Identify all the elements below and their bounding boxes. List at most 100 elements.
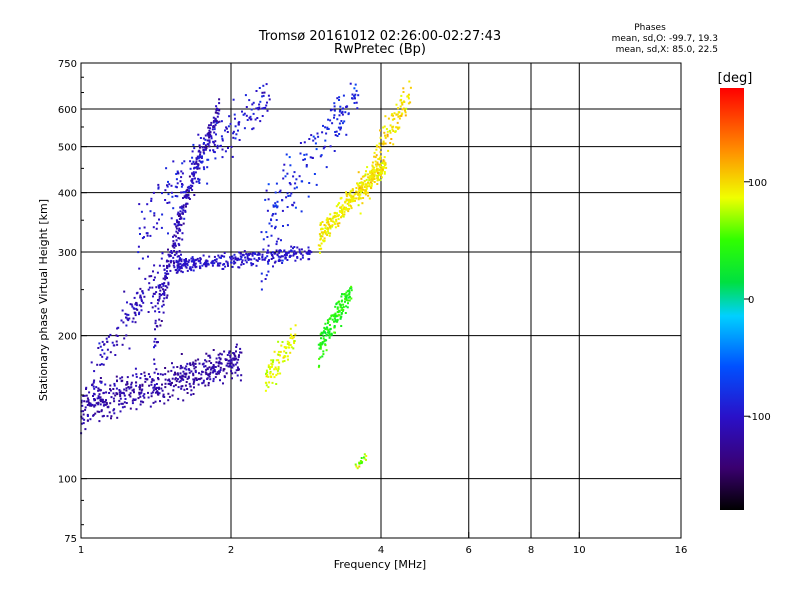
data-point (168, 263, 171, 266)
data-point (321, 231, 323, 234)
data-point (156, 222, 159, 225)
data-point (398, 117, 401, 120)
data-point (259, 120, 262, 123)
data-point (204, 359, 207, 362)
data-point (125, 324, 128, 327)
data-point (256, 117, 259, 119)
data-point (267, 94, 270, 97)
data-point (321, 232, 324, 235)
data-point (226, 131, 229, 133)
data-point (173, 262, 175, 264)
data-point (199, 258, 202, 261)
data-point (355, 465, 358, 468)
data-point (344, 111, 347, 114)
data-point (140, 373, 143, 375)
data-point (195, 160, 198, 163)
data-point (164, 272, 167, 275)
data-point (166, 185, 169, 188)
data-point (318, 233, 321, 236)
data-point (220, 362, 223, 365)
data-point (334, 131, 337, 133)
data-point (395, 126, 398, 129)
data-point (167, 180, 169, 183)
data-point (317, 135, 320, 138)
data-point (176, 372, 179, 375)
data-point (135, 373, 138, 376)
data-point (272, 373, 274, 376)
data-point (207, 132, 210, 135)
data-point (270, 252, 273, 255)
data-point (219, 352, 222, 355)
data-point (184, 262, 187, 265)
data-point (175, 235, 177, 238)
data-point (161, 292, 164, 295)
data-point (174, 378, 177, 381)
data-point (177, 397, 180, 400)
data-point (181, 183, 184, 186)
data-point (133, 311, 136, 314)
data-point (99, 363, 102, 366)
data-point (381, 162, 384, 165)
data-point (397, 115, 400, 118)
data-point (326, 226, 329, 229)
data-point (338, 114, 341, 117)
data-point (183, 388, 186, 391)
data-point (271, 251, 274, 254)
data-point (223, 255, 226, 258)
data-point (166, 270, 168, 273)
data-point (346, 306, 349, 309)
data-point (174, 377, 177, 380)
data-point (375, 165, 378, 168)
data-point (338, 222, 341, 225)
data-point (288, 250, 291, 253)
data-point (206, 182, 209, 185)
data-point (266, 209, 269, 212)
data-point (294, 259, 297, 262)
data-point (344, 312, 347, 314)
data-point (179, 180, 182, 183)
data-point (272, 257, 275, 259)
data-point (327, 320, 330, 323)
data-point (188, 175, 191, 178)
data-point (176, 266, 179, 269)
data-point (183, 258, 186, 261)
data-point (175, 259, 178, 262)
data-point (177, 373, 180, 376)
data-point (186, 388, 189, 390)
data-point (339, 127, 342, 130)
data-point (163, 282, 166, 285)
data-point (181, 238, 184, 241)
data-point (385, 128, 388, 130)
data-point (124, 312, 127, 315)
data-point (239, 258, 242, 261)
data-point (220, 135, 223, 138)
data-point (277, 359, 280, 362)
data-point (339, 306, 342, 309)
data-point (184, 210, 187, 213)
data-point (215, 357, 218, 360)
data-point (401, 112, 404, 115)
data-point (327, 118, 330, 121)
data-point (256, 107, 259, 110)
data-point (161, 213, 164, 216)
data-point (341, 293, 343, 296)
data-point (217, 365, 220, 368)
data-point (146, 203, 149, 206)
data-point (153, 264, 156, 267)
data-point (334, 319, 337, 322)
data-point (141, 384, 144, 387)
data-point (333, 114, 336, 117)
data-point (293, 250, 296, 253)
data-point (392, 125, 395, 128)
data-point (292, 175, 295, 178)
data-point (215, 105, 218, 108)
data-point (341, 204, 344, 207)
data-point (296, 246, 299, 249)
data-point (165, 296, 168, 299)
data-point (246, 257, 249, 260)
data-point (199, 153, 202, 156)
data-point (176, 261, 179, 264)
data-point (93, 405, 96, 408)
data-point (365, 178, 368, 181)
data-point (158, 392, 161, 395)
